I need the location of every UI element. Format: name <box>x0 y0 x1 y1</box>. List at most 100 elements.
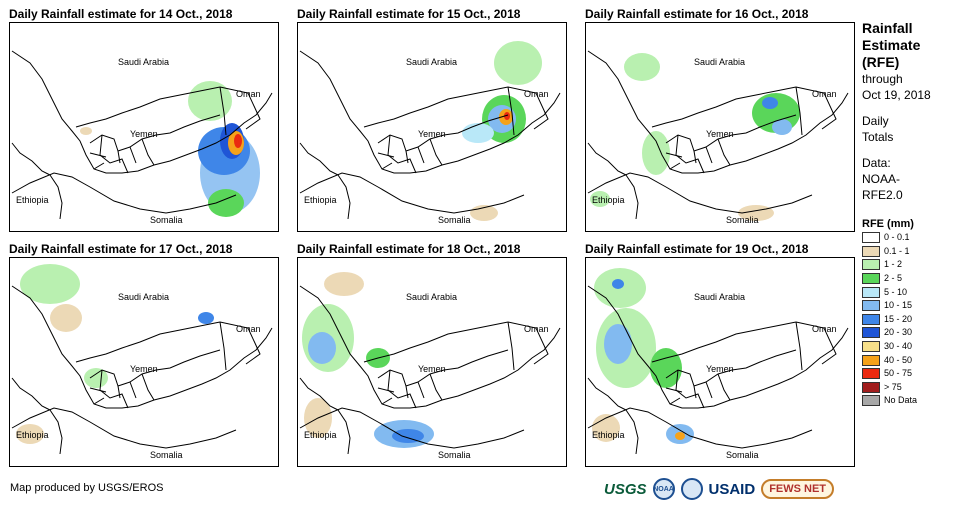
sidebar-title-line: Estimate <box>862 37 921 53</box>
legend-item: 5 - 10 <box>862 285 962 299</box>
legend-label: 40 - 50 <box>884 354 913 365</box>
legend-title: RFE (mm) <box>862 218 914 230</box>
legend-item: No Data <box>862 394 962 408</box>
legend-label: 30 - 40 <box>884 341 913 352</box>
sidebar-totals: Totals <box>862 130 894 144</box>
label-saudi-arabia: Saudi Arabia <box>406 57 457 67</box>
rainfall-map: Saudi Arabia Oman Yemen Ethiopia Somalia <box>11 264 273 460</box>
label-yemen: Yemen <box>130 364 158 374</box>
label-ethiopia: Ethiopia <box>16 195 49 205</box>
label-ethiopia: Ethiopia <box>592 195 625 205</box>
legend-swatch <box>862 245 880 257</box>
legend-label: 0 - 0.1 <box>884 232 910 243</box>
sidebar-title-line: (RFE) <box>862 54 900 70</box>
legend-label: > 75 <box>884 381 902 392</box>
map-frame: Saudi Arabia Oman Yemen Ethiopia Somalia <box>297 257 567 467</box>
label-oman: Oman <box>236 324 261 334</box>
label-ethiopia: Ethiopia <box>304 195 337 205</box>
legend-item: 15 - 20 <box>862 313 962 327</box>
rainfall-map: Saudi Arabia Oman Yemen Ethiopia Somalia <box>587 268 849 460</box>
legend-label: 20 - 30 <box>884 327 913 338</box>
label-oman: Oman <box>524 324 549 334</box>
sidebar-title-line: Rainfall <box>862 20 913 36</box>
label-saudi-arabia: Saudi Arabia <box>118 57 169 67</box>
legend-item: 40 - 50 <box>862 353 962 367</box>
panel-title: Daily Rainfall estimate for 17 Oct., 201… <box>9 242 233 256</box>
map-frame: Saudi Arabia Oman Yemen Ethiopia Somalia <box>297 22 567 232</box>
noaa-logo: NOAA <box>652 478 675 500</box>
legend-item: 10 - 15 <box>862 299 962 313</box>
legend-item: > 75 <box>862 381 962 395</box>
rainfall-map: Saudi Arabia Oman Yemen Ethiopia Somalia <box>11 50 273 225</box>
legend-label: 5 - 10 <box>884 286 908 297</box>
legend-swatch <box>862 286 880 298</box>
legend-swatch <box>862 354 880 366</box>
label-somalia: Somalia <box>438 215 471 225</box>
map-panel-oct18: Daily Rainfall estimate for 18 Oct., 201… <box>297 241 567 473</box>
legend-swatch <box>862 341 880 353</box>
sidebar-data-source: NOAA- <box>862 172 901 186</box>
sidebar: Rainfall Estimate (RFE) through Oct 19, … <box>862 20 962 408</box>
legend-label: 50 - 75 <box>884 368 913 379</box>
label-yemen: Yemen <box>418 129 446 139</box>
label-somalia: Somalia <box>726 450 759 460</box>
seal-logo <box>680 478 703 500</box>
legend-item: 30 - 40 <box>862 340 962 354</box>
legend-item: 2 - 5 <box>862 272 962 286</box>
fews-net-logo: FEWS NET <box>761 479 835 499</box>
legend: 0 - 0.1 0.1 - 1 1 - 2 2 - 5 5 - 10 10 - 15 15 … <box>862 231 962 408</box>
label-saudi-arabia: Saudi Arabia <box>118 292 169 302</box>
map-frame: Saudi Arabia Oman Yemen Ethiopia Somalia <box>585 257 855 467</box>
sidebar-date: Oct 19, 2018 <box>862 88 931 102</box>
usaid-logo: USAID <box>708 480 756 498</box>
legend-swatch <box>862 232 880 244</box>
legend-label: No Data <box>884 395 918 406</box>
panel-title: Daily Rainfall estimate for 14 Oct., 201… <box>9 7 233 21</box>
map-frame: Saudi Arabia Oman Yemen Ethiopia Somalia <box>9 257 279 467</box>
label-oman: Oman <box>524 89 549 99</box>
label-oman: Oman <box>812 324 837 334</box>
credit-text: Map produced by USGS/EROS <box>10 482 164 494</box>
label-somalia: Somalia <box>438 450 471 460</box>
legend-item: 0 - 0.1 <box>862 231 962 245</box>
label-ethiopia: Ethiopia <box>592 430 625 440</box>
map-panel-oct16: Daily Rainfall estimate for 16 Oct., 201… <box>585 6 855 238</box>
map-panel-oct15: Daily Rainfall estimate for 15 Oct., 201… <box>297 6 567 238</box>
sidebar-data-source: RFE2.0 <box>862 188 903 202</box>
label-somalia: Somalia <box>726 215 759 225</box>
legend-swatch <box>862 300 880 312</box>
map-frame: Saudi Arabia Oman Yemen Ethiopia Somalia <box>9 22 279 232</box>
legend-label: 10 - 15 <box>884 300 913 311</box>
legend-swatch <box>862 313 880 325</box>
sidebar-data-label: Data: <box>862 156 891 170</box>
label-yemen: Yemen <box>130 129 158 139</box>
legend-label: 0.1 - 1 <box>884 245 910 256</box>
sidebar-through: through <box>862 72 903 86</box>
panel-title: Daily Rainfall estimate for 15 Oct., 201… <box>297 7 521 21</box>
legend-item: 20 - 30 <box>862 326 962 340</box>
logo-strip: USGS NOAA USAID FEWS NET <box>604 478 835 500</box>
label-ethiopia: Ethiopia <box>16 430 49 440</box>
label-saudi-arabia: Saudi Arabia <box>694 292 745 302</box>
label-yemen: Yemen <box>418 364 446 374</box>
map-panel-oct14: Daily Rainfall estimate for 14 Oct., 201… <box>9 6 279 238</box>
label-ethiopia: Ethiopia <box>304 430 337 440</box>
map-frame: Saudi Arabia Oman Yemen Ethiopia Somalia <box>585 22 855 232</box>
legend-swatch <box>862 368 880 380</box>
label-saudi-arabia: Saudi Arabia <box>406 292 457 302</box>
legend-item: 0.1 - 1 <box>862 245 962 259</box>
legend-swatch <box>862 327 880 339</box>
label-oman: Oman <box>812 89 837 99</box>
usgs-logo: USGS <box>604 480 647 498</box>
legend-swatch <box>862 395 880 407</box>
legend-item: 1 - 2 <box>862 258 962 272</box>
map-panel-oct19: Daily Rainfall estimate for 19 Oct., 201… <box>585 241 855 473</box>
legend-label: 15 - 20 <box>884 313 913 324</box>
legend-label: 2 - 5 <box>884 273 903 284</box>
legend-swatch <box>862 381 880 393</box>
panel-title: Daily Rainfall estimate for 18 Oct., 201… <box>297 242 521 256</box>
label-somalia: Somalia <box>150 450 183 460</box>
sidebar-daily: Daily <box>862 114 889 128</box>
legend-item: 50 - 75 <box>862 367 962 381</box>
legend-swatch <box>862 273 880 285</box>
